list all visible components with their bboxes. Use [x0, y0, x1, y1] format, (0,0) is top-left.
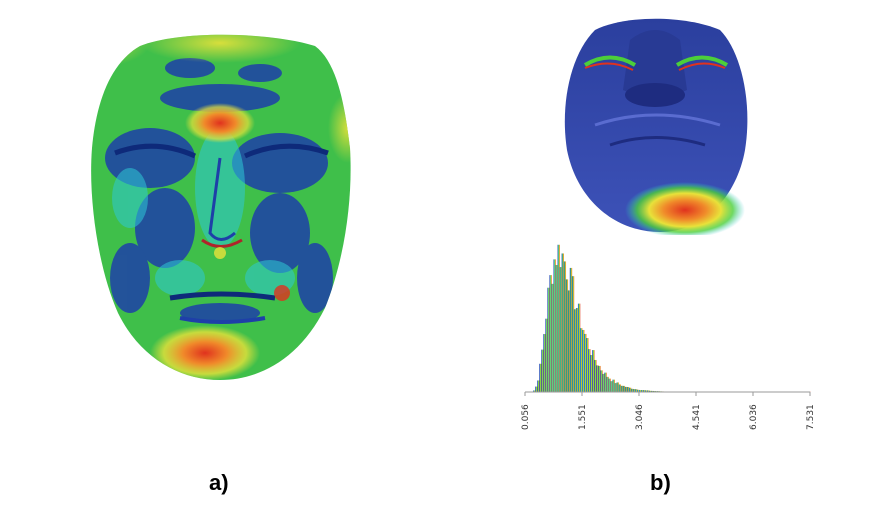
histogram-bar [575, 308, 579, 392]
caption-b: b) [650, 470, 671, 495]
histogram-bar [590, 355, 593, 392]
histogram-bars [525, 244, 811, 392]
histogram-bar [643, 390, 646, 392]
histogram-bar [604, 372, 607, 392]
histogram-bar [600, 370, 603, 392]
histogram-bar [626, 387, 630, 392]
histogram-bar [610, 381, 613, 392]
x-tick-label: 7.531 [806, 404, 816, 430]
histogram-bar [533, 390, 536, 392]
histogram-bar [636, 389, 640, 392]
histogram-bar [573, 309, 577, 392]
x-tick-label: 3.046 [635, 404, 645, 430]
histogram-bar [543, 334, 546, 392]
histogram-bar [639, 390, 642, 392]
histogram-bar [567, 290, 571, 392]
histogram-bar [628, 387, 632, 392]
histogram-bar [569, 267, 573, 392]
histogram-bar [557, 244, 560, 392]
histogram-bar [553, 259, 556, 392]
caption-a: a) [209, 470, 229, 495]
histogram-bar [594, 359, 597, 392]
histogram-bar [649, 390, 652, 392]
histogram-bar [592, 350, 595, 392]
histogram-bar [608, 378, 611, 392]
histogram-bar [632, 389, 636, 392]
histogram-bar [602, 373, 605, 392]
histogram-bar [571, 276, 575, 392]
histogram-bar [630, 388, 634, 392]
histogram-bar [641, 390, 644, 392]
histogram-bar [618, 384, 621, 392]
histogram-bar [539, 363, 542, 392]
x-tick-label: 4.541 [692, 404, 702, 430]
histogram-bar [561, 253, 564, 392]
histogram-bar [551, 283, 554, 392]
histogram-bar [547, 287, 550, 392]
x-tick-label: 6.036 [749, 404, 759, 430]
histogram-bar [620, 385, 624, 392]
histogram-bar [624, 386, 628, 392]
histogram-bar [598, 365, 601, 392]
histogram-bar [541, 349, 544, 392]
histogram-bar [555, 264, 558, 392]
histogram-bar [634, 389, 638, 392]
histogram-bar [616, 382, 619, 392]
histogram-bar [596, 365, 599, 392]
histogram-bar [579, 328, 583, 392]
histogram-bar [563, 261, 567, 392]
histogram-bar [545, 318, 548, 392]
face-heatmap-frontal [91, 34, 351, 381]
histogram-bar [537, 380, 540, 392]
histogram-bar [559, 267, 562, 392]
histogram-bar [549, 275, 552, 392]
histogram-bar [647, 390, 650, 392]
histogram-bar [577, 303, 581, 392]
histogram-bar [586, 338, 589, 392]
histogram-bar [582, 329, 585, 392]
histogram-bar [588, 349, 591, 392]
x-tick-label: 0.056 [521, 404, 531, 430]
histogram-bar [622, 385, 626, 392]
histogram-bar [606, 376, 609, 392]
histogram-bar [645, 390, 648, 392]
histogram-bar [612, 379, 615, 392]
face-heatmap-bottom-view [564, 18, 748, 235]
histogram-bar [584, 333, 587, 392]
x-tick-label: 1.551 [578, 404, 588, 430]
error-histogram: 0.056 1.551 3.046 4.541 6.036 7.531 [521, 244, 816, 430]
x-axis-ticks: 0.056 1.551 3.046 4.541 6.036 7.531 [521, 392, 816, 430]
histogram-bar [565, 279, 569, 392]
histogram-bar [614, 383, 617, 392]
histogram-bar [651, 390, 654, 392]
histogram-bar [535, 386, 538, 392]
